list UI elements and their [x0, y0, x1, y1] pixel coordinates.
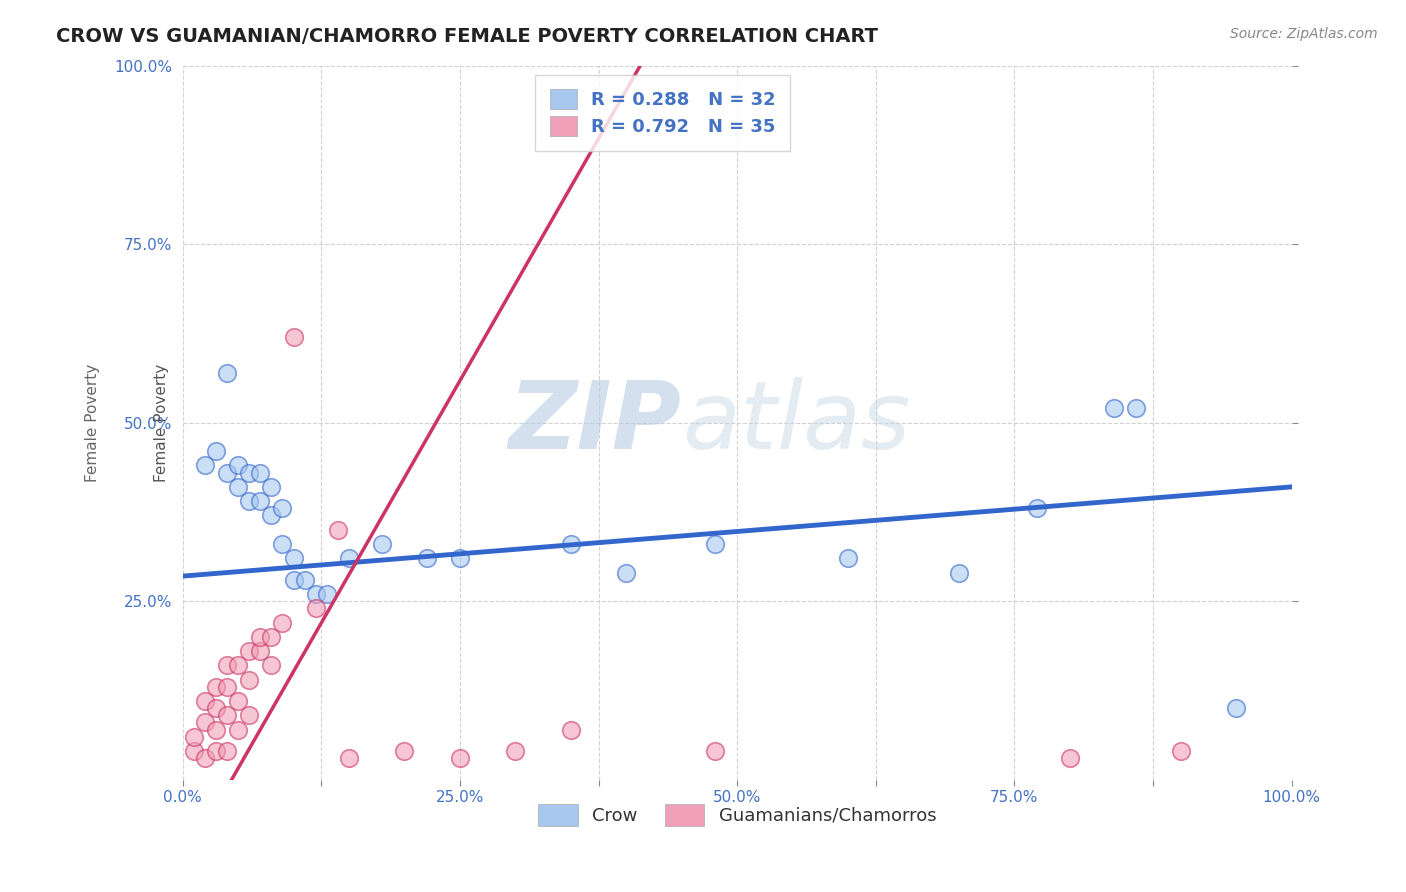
Point — [205, 744, 228, 758]
Point — [194, 751, 217, 765]
Point — [271, 537, 294, 551]
Point — [226, 723, 249, 737]
Point — [415, 551, 437, 566]
Point — [337, 751, 360, 765]
Point — [837, 551, 859, 566]
Point — [238, 494, 260, 508]
Point — [215, 466, 238, 480]
Point — [560, 537, 582, 551]
Text: Source: ZipAtlas.com: Source: ZipAtlas.com — [1230, 27, 1378, 41]
Point — [226, 480, 249, 494]
Point — [183, 744, 205, 758]
Point — [1170, 744, 1192, 758]
Point — [238, 673, 260, 687]
Text: ZIP: ZIP — [509, 376, 682, 468]
Point — [283, 551, 305, 566]
Text: atlas: atlas — [682, 377, 910, 468]
Point — [249, 494, 271, 508]
Text: CROW VS GUAMANIAN/CHAMORRO FEMALE POVERTY CORRELATION CHART: CROW VS GUAMANIAN/CHAMORRO FEMALE POVERT… — [56, 27, 879, 45]
Point — [194, 694, 217, 708]
Point — [294, 573, 316, 587]
Point — [371, 537, 394, 551]
Point — [271, 615, 294, 630]
Point — [260, 508, 283, 523]
Point — [449, 551, 471, 566]
Point — [205, 680, 228, 694]
Point — [215, 744, 238, 758]
Point — [305, 601, 328, 615]
Point — [704, 537, 727, 551]
Point — [560, 723, 582, 737]
Point — [226, 694, 249, 708]
Point — [238, 644, 260, 658]
Point — [205, 444, 228, 458]
Y-axis label: Female Poverty: Female Poverty — [86, 363, 100, 482]
Point — [315, 587, 337, 601]
Point — [194, 715, 217, 730]
Point — [1102, 401, 1125, 416]
Point — [249, 466, 271, 480]
Point — [283, 573, 305, 587]
Point — [183, 730, 205, 744]
Point — [238, 708, 260, 723]
Point — [226, 658, 249, 673]
Point — [215, 366, 238, 380]
Point — [271, 501, 294, 516]
Point — [249, 644, 271, 658]
Point — [194, 458, 217, 473]
Point — [1125, 401, 1147, 416]
Point — [205, 723, 228, 737]
Point — [394, 744, 416, 758]
Point — [283, 330, 305, 344]
Point — [215, 708, 238, 723]
Point — [948, 566, 970, 580]
Point — [260, 658, 283, 673]
Point — [260, 480, 283, 494]
Point — [704, 744, 727, 758]
Point — [226, 458, 249, 473]
Point — [1225, 701, 1247, 715]
Point — [326, 523, 349, 537]
Point — [249, 630, 271, 644]
Point — [1025, 501, 1047, 516]
Point — [505, 744, 527, 758]
Y-axis label: Female Poverty: Female Poverty — [153, 363, 169, 482]
Point — [260, 630, 283, 644]
Point — [614, 566, 637, 580]
Point — [449, 751, 471, 765]
Point — [1059, 751, 1081, 765]
Point — [215, 658, 238, 673]
Point — [238, 466, 260, 480]
Point — [205, 701, 228, 715]
Point — [305, 587, 328, 601]
Point — [215, 680, 238, 694]
Legend: Crow, Guamanians/Chamorros: Crow, Guamanians/Chamorros — [529, 795, 945, 835]
Point — [337, 551, 360, 566]
